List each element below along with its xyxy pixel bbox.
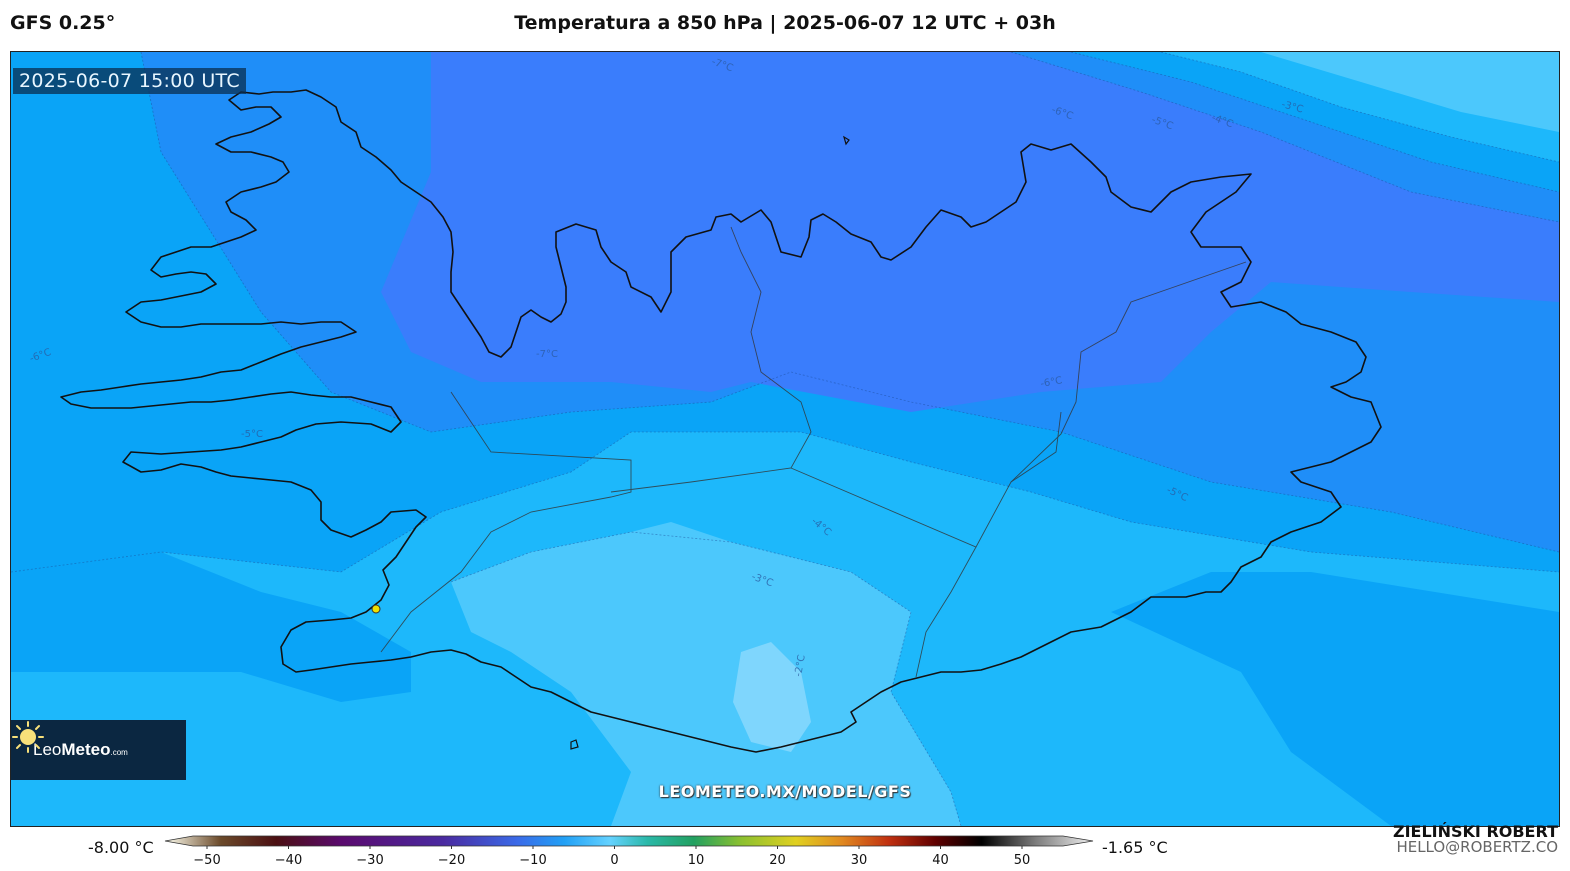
contour-label: -5°C: [241, 429, 263, 440]
colorbar-tick-label: −50: [193, 853, 220, 868]
colorbar-tick-label: 20: [769, 853, 786, 868]
logo-name-bold: Meteo: [61, 740, 111, 759]
colorbar-tick-label: −20: [438, 853, 465, 868]
contour-label: -7°C: [536, 349, 558, 360]
colorbar-bar: [164, 835, 1094, 847]
valid-time-label: 2025-06-07 15:00 UTC: [13, 68, 246, 94]
colorbar-max-label: -1.65 °C: [1102, 838, 1168, 857]
band-minus-2: [733, 642, 811, 752]
logo-name-light: Leo: [33, 740, 62, 759]
contour-label: -3°C: [1280, 99, 1304, 115]
logo-wordmark: LeoMeteo.com: [33, 740, 128, 760]
island: [843, 135, 850, 146]
contour-label: -2°C: [793, 654, 808, 678]
band-minus-5-se: [1111, 572, 1559, 826]
map-title: Temperatura a 850 hPa | 2025-06-07 12 UT…: [514, 12, 1056, 34]
band-minus-3-ne: [1261, 52, 1559, 132]
map-canvas: -7°C -6°C -5°C -4°C -3°C -6°C -7°C -5°C …: [11, 52, 1559, 826]
author-email[interactable]: HELLO@ROBERTZ.CO: [1396, 838, 1558, 856]
leometeo-logo[interactable]: LeoMeteo.com: [11, 720, 186, 780]
contour-label: -6°C: [1040, 375, 1064, 390]
coastline-iceland: [60, 89, 1382, 753]
author-name: ZIELIŃSKI ROBERT: [1392, 822, 1558, 841]
model-title: GFS 0.25°: [10, 12, 116, 34]
colorbar-tick-label: −10: [519, 853, 546, 868]
model-url-watermark: LEOMETEO.MX/MODEL/GFS: [658, 782, 912, 801]
colorbar-tick-label: −40: [275, 853, 302, 868]
colorbar-tick-label: −30: [356, 853, 383, 868]
colorbar-tick-label: 10: [688, 853, 705, 868]
location-marker: [371, 604, 381, 614]
colorbar-min-label: -8.00 °C: [88, 838, 154, 857]
temperature-map[interactable]: -7°C -6°C -5°C -4°C -3°C -6°C -7°C -5°C …: [10, 51, 1560, 827]
colorbar-tick-label: 0: [610, 853, 618, 868]
colorbar-tick-label: 40: [932, 853, 949, 868]
colorbar: −50 −40 −30 −20 −10 0 10 20 30 40 50: [164, 835, 1094, 868]
colorbar-ticks: −50 −40 −30 −20 −10 0 10 20 30 40 50: [193, 846, 1030, 868]
sun-icon: [12, 721, 44, 753]
island: [570, 739, 579, 750]
logo-suffix: .com: [110, 748, 128, 757]
band-minus-7: [161, 52, 1559, 412]
colorbar-tick-label: 30: [851, 853, 868, 868]
region-borders: [380, 226, 1247, 678]
band-minus-3: [451, 522, 961, 826]
colorbar-tick-label: 50: [1014, 853, 1031, 868]
contour-lines: [11, 52, 1559, 826]
band-minus-5-sw: [11, 552, 411, 702]
